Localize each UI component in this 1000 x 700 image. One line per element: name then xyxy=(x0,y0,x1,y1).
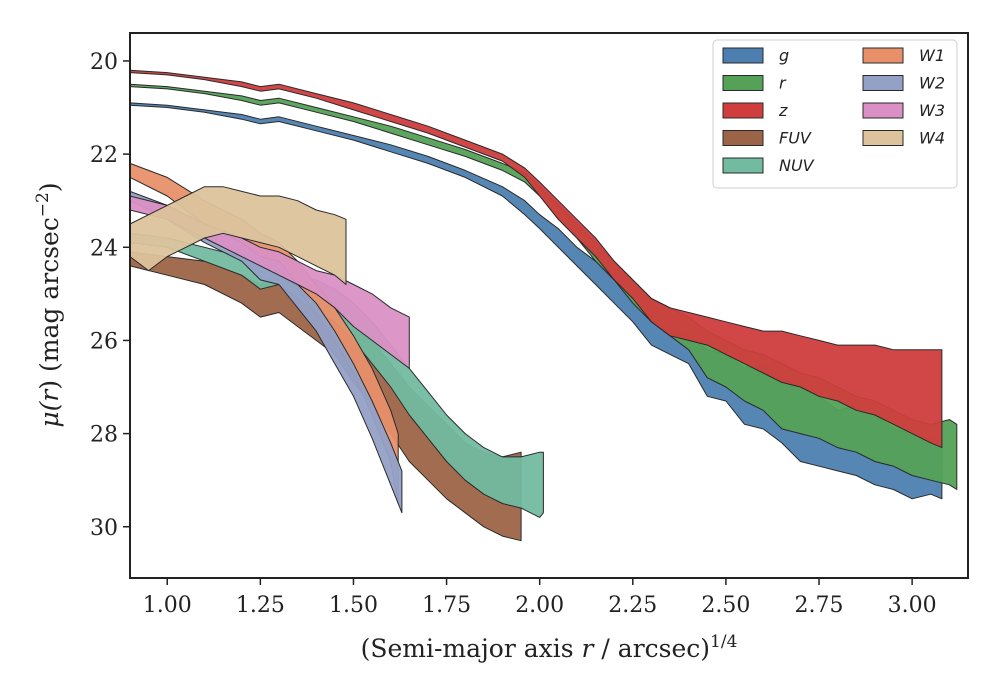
x-axis-label-part2: / arcsec) xyxy=(593,634,710,663)
x-axis: 1.00 1.25 1.50 1.75 2.00 2.25 2.50 2.75 3.00 xyxy=(143,578,937,618)
legend-label-r: r xyxy=(779,74,787,93)
y-axis-label-close: ) xyxy=(35,182,64,192)
y-tick-label: 28 xyxy=(90,423,118,448)
x-tick-label: 2.00 xyxy=(515,593,564,618)
y-axis: 20 22 24 26 28 30 xyxy=(90,50,130,541)
legend-label-w3: W3 xyxy=(919,101,945,120)
legend-swatch-z xyxy=(722,102,764,119)
x-axis-label-exponent: 1/4 xyxy=(710,632,737,652)
series-band-w4 xyxy=(129,186,347,285)
legend-swatch-w2 xyxy=(862,75,904,91)
legend-label-z: z xyxy=(778,101,788,120)
y-axis-label-symbol: μ( xyxy=(35,400,64,427)
x-tick-label: 3.00 xyxy=(888,593,937,618)
series-layer xyxy=(129,69,958,542)
x-tick-label: 1.75 xyxy=(422,593,471,618)
x-tick-label: 1.00 xyxy=(143,593,192,618)
y-tick-label: 26 xyxy=(90,329,118,354)
plot-frame xyxy=(129,32,969,579)
series-band-g xyxy=(129,102,943,500)
x-axis-label: (Semi-major axis r / arcsec)1/4 xyxy=(361,632,738,663)
y-tick-label: 24 xyxy=(90,236,118,261)
series-band-z xyxy=(129,69,943,449)
x-axis-label-part1: (Semi-major axis xyxy=(361,634,582,663)
legend-label-w4: W4 xyxy=(919,129,945,148)
x-tick-label: 1.25 xyxy=(236,593,285,618)
y-axis-label: μ(r) (mag arcsec−2) xyxy=(33,182,64,427)
y-tick-label: 20 xyxy=(90,50,118,75)
x-tick-label: 2.75 xyxy=(795,593,844,618)
legend-label-fuv: FUV xyxy=(779,129,812,148)
legend-swatch-w1 xyxy=(862,47,904,64)
legend-swatch-r xyxy=(722,75,764,91)
y-tick-label: 30 xyxy=(90,516,118,541)
legend-swatch-g xyxy=(722,47,764,64)
x-tick-label: 2.25 xyxy=(608,593,657,618)
legend: grz FUV NUV W1 W2 W3 W4 xyxy=(712,39,958,189)
y-tick-label: 22 xyxy=(90,143,118,168)
legend-label-nuv: NUV xyxy=(779,156,815,175)
legend-swatch-fuv xyxy=(722,130,764,146)
legend-label-w1: W1 xyxy=(919,46,945,65)
x-axis-label-var: r xyxy=(582,634,596,663)
x-tick-label: 1.50 xyxy=(329,593,378,618)
y-axis-label-units: ) (mag arcsec xyxy=(35,217,64,390)
legend-swatch-w3 xyxy=(862,102,904,119)
x-tick-label: 2.50 xyxy=(701,593,750,618)
legend-label-w2: W2 xyxy=(919,74,945,93)
legend-label-g: g xyxy=(779,46,789,65)
y-axis-label-exponent: −2 xyxy=(33,192,53,217)
legend-swatch-nuv xyxy=(722,157,764,174)
legend-swatch-w4 xyxy=(862,130,904,146)
y-axis-label-var: r xyxy=(35,388,64,402)
